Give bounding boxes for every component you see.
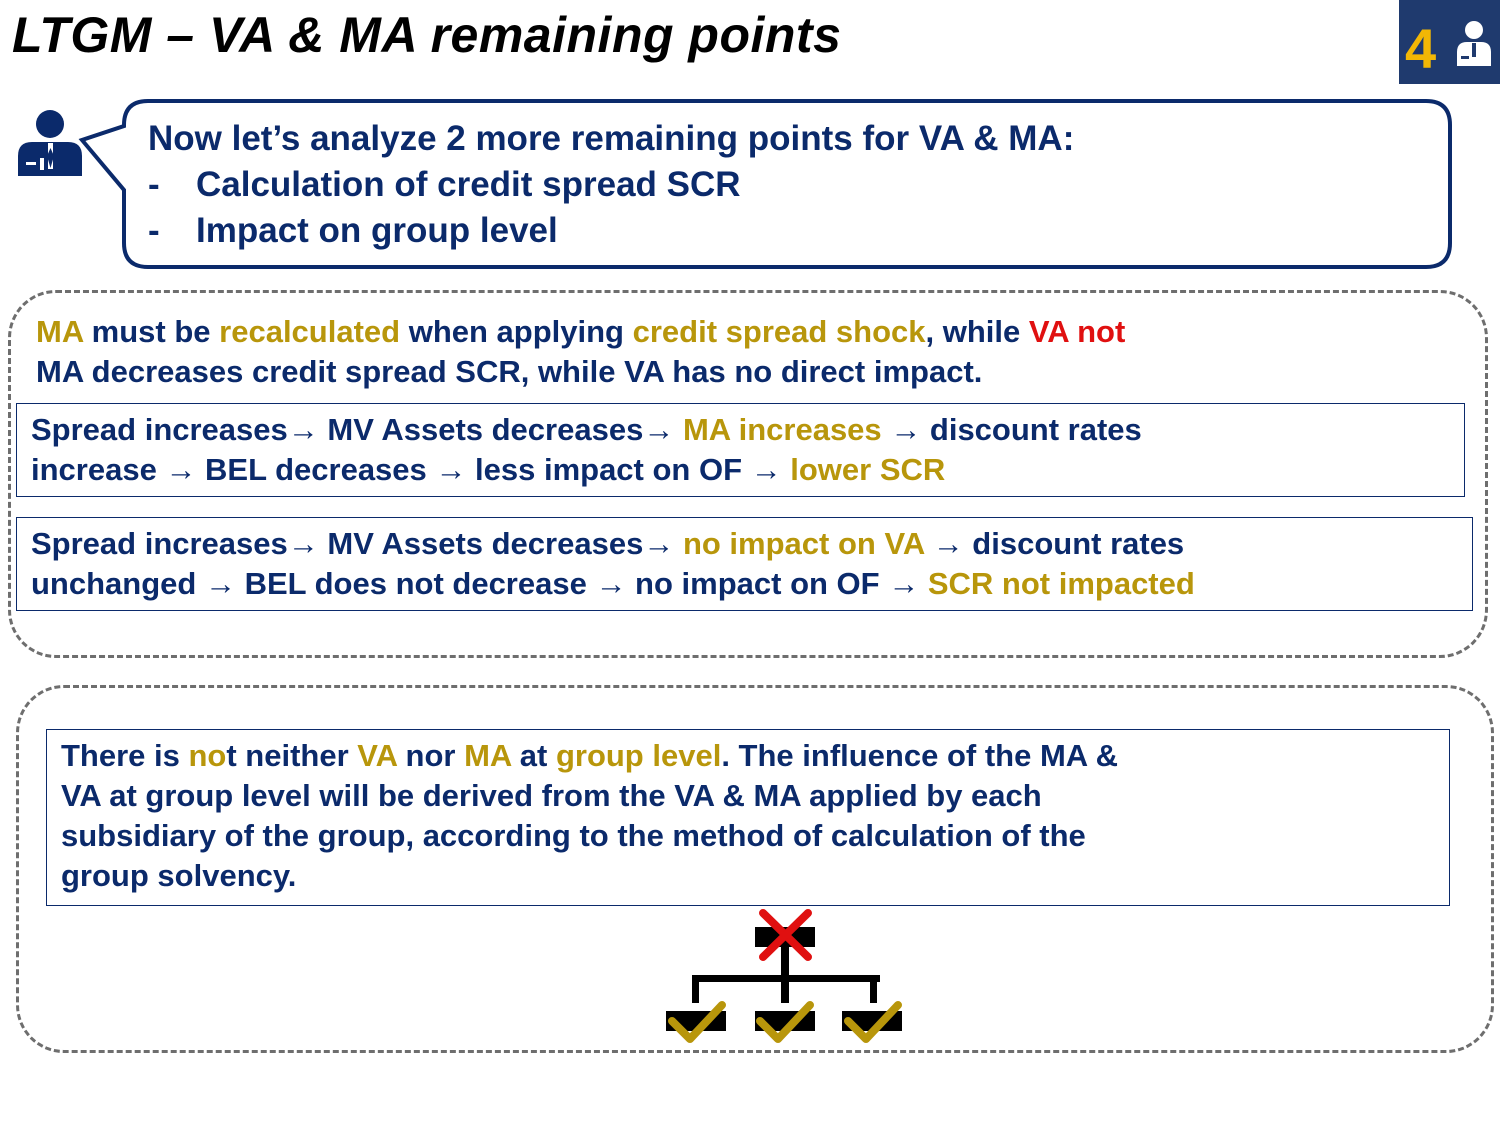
person-icon: [1457, 21, 1491, 66]
speech-bubble: [78, 99, 1452, 269]
cross-icon: [759, 909, 812, 961]
va-impact-chain: Spread increases→ MV Assets decreases→ n…: [16, 517, 1473, 611]
bubble-bullet-2: - Impact on group level: [148, 211, 558, 250]
credit-spread-line-1: MA must be recalculated when applying cr…: [36, 314, 1126, 349]
credit-spread-intro: MA must be recalculated when applying cr…: [36, 312, 1476, 392]
credit-spread-line-2: MA decreases credit spread SCR, while VA…: [36, 354, 983, 389]
brand-logo: 4: [1399, 0, 1500, 84]
ma-impact-chain: Spread increases→ MV Assets decreases→ M…: [16, 403, 1465, 497]
check-icon: [844, 1001, 902, 1043]
check-icon: [668, 1001, 726, 1043]
bubble-intro: Now let’s analyze 2 more remaining point…: [148, 119, 1075, 158]
credit-spread-section: [8, 290, 1488, 658]
group-level-section: [16, 685, 1494, 1053]
logo-number: 4: [1405, 17, 1436, 80]
bubble-bullet-1: - Calculation of credit spread SCR: [148, 165, 741, 204]
speech-bubble-text: Now let’s analyze 2 more remaining point…: [148, 116, 1438, 254]
speaker-person-icon: [14, 108, 86, 180]
check-icon: [756, 1001, 814, 1043]
group-level-text: There is not neither VA nor MA at group …: [46, 729, 1450, 906]
group-org-chart-icon: [666, 909, 902, 1043]
page-title: LTGM – VA & MA remaining points: [12, 7, 842, 63]
